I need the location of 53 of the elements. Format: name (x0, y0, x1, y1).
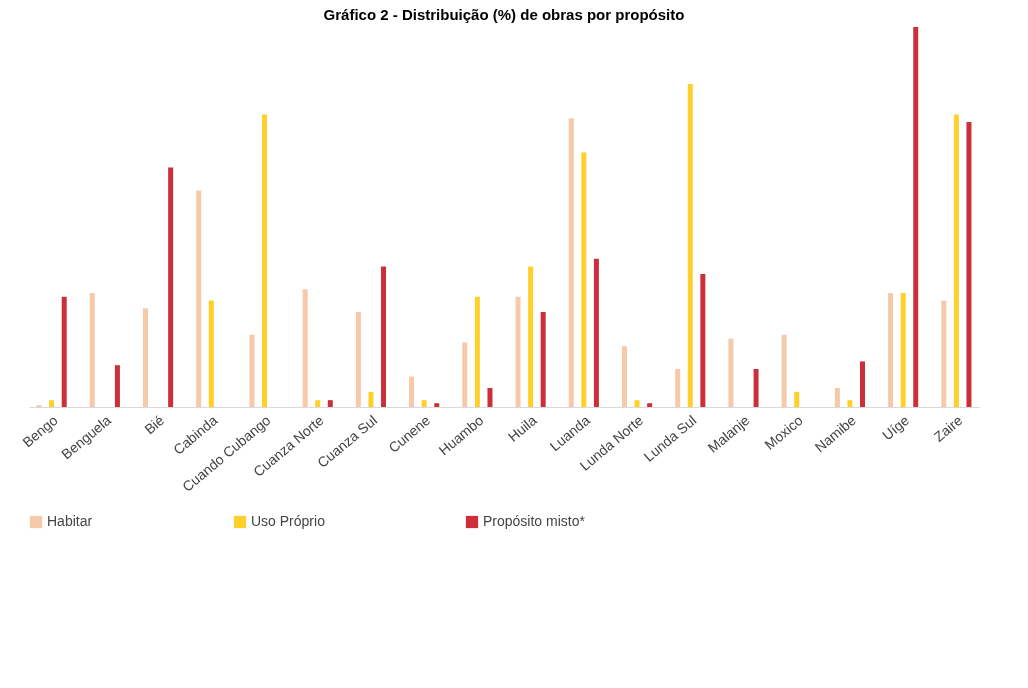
bar (900, 293, 906, 407)
bar (168, 167, 174, 407)
bar (888, 293, 894, 407)
bar (621, 346, 627, 407)
bar (687, 84, 693, 407)
bar (581, 152, 587, 407)
bar (434, 403, 440, 407)
bar (700, 274, 706, 407)
bar (474, 296, 480, 407)
bar (196, 190, 202, 407)
x-tick-label: Bié (141, 411, 168, 438)
bar (208, 300, 214, 407)
bar (540, 312, 546, 407)
bar (409, 376, 415, 407)
bar (953, 114, 959, 407)
bar (568, 118, 574, 407)
bar (487, 388, 493, 407)
bar (794, 391, 800, 407)
bar (528, 266, 534, 407)
bar (515, 296, 521, 407)
chart-title: Gráfico 2 - Distribuição (%) de obras por propósito (323, 6, 685, 23)
bar (368, 391, 374, 407)
bar (249, 334, 255, 407)
bar (913, 27, 919, 407)
bar (462, 342, 468, 407)
bar (381, 266, 387, 407)
bar (860, 361, 866, 407)
bar (941, 300, 947, 407)
bar (355, 312, 361, 407)
bar (847, 400, 853, 407)
bar (302, 289, 308, 407)
bar (753, 369, 759, 407)
legend-label: Habitar (47, 513, 93, 529)
bar (327, 400, 333, 407)
bar (262, 114, 267, 407)
bar (593, 258, 599, 407)
bar (421, 400, 427, 407)
bar (834, 388, 840, 407)
bar (315, 400, 321, 407)
bar (675, 369, 681, 407)
bar (634, 400, 640, 407)
bar (89, 293, 95, 407)
bar (114, 365, 120, 407)
bar (728, 338, 734, 407)
bar (781, 334, 787, 407)
bar (49, 400, 55, 407)
bar (142, 308, 148, 407)
x-tick-label: Uíge (879, 411, 913, 444)
legend-label: Uso Próprio (251, 513, 326, 529)
bar (966, 122, 972, 407)
bar (61, 296, 67, 407)
bar (647, 403, 653, 407)
legend-label: Propósito misto* (483, 513, 586, 529)
